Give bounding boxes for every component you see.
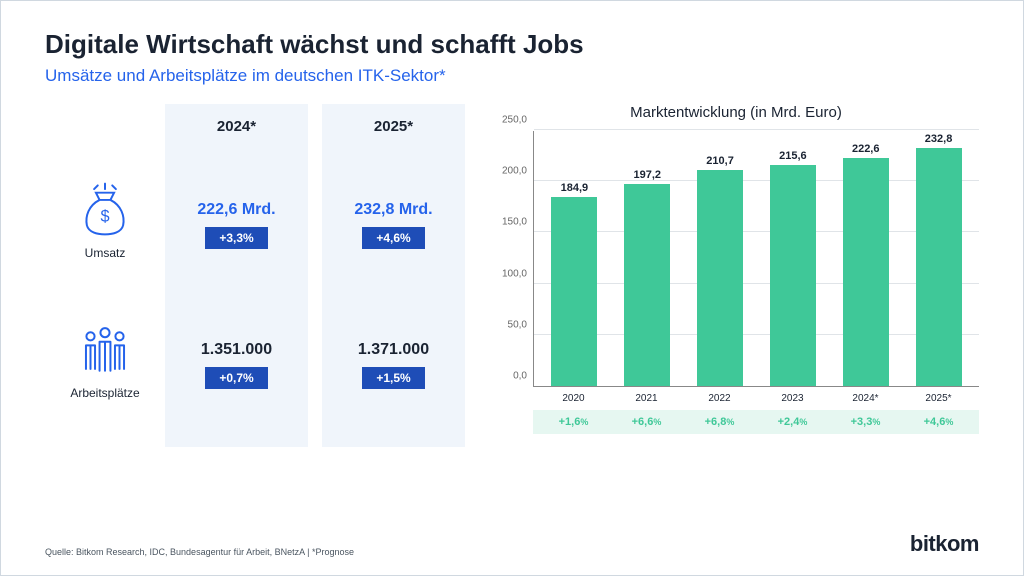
bar-group: 197,2 — [611, 169, 684, 386]
x-tick-label: 2024* — [829, 393, 902, 404]
growth-cell: +6,8% — [683, 416, 756, 428]
bar-value-label: 232,8 — [925, 133, 953, 145]
page-title: Digitale Wirtschaft wächst und schafft J… — [45, 29, 979, 60]
x-tick-label: 2025* — [902, 393, 975, 404]
growth-row: +1,6%+6,6%+6,8%+2,4%+3,3%+4,6% — [533, 410, 979, 434]
metric-value: 1.371.000 — [358, 341, 429, 359]
year-column: 2024* 222,6 Mrd. +3,3% 1.351.000 +0,7% — [165, 104, 308, 447]
year-header: 2025* — [374, 118, 413, 135]
jobs-label: Arbeitsplätze — [70, 386, 139, 400]
bar-value-label: 215,6 — [779, 150, 807, 162]
revenue-icon-block: $ Umsatz — [45, 150, 165, 290]
year-column: 2025* 232,8 Mrd. +4,6% 1.371.000 +1,5% — [322, 104, 465, 447]
bar-group: 222,6 — [829, 143, 902, 386]
year-header: 2024* — [217, 118, 256, 135]
chart-panel: Marktentwicklung (in Mrd. Euro) 0,0 50,0 1… — [485, 104, 979, 447]
bitkom-logo: bitkom — [910, 531, 979, 557]
bar-value-label: 197,2 — [633, 169, 661, 181]
bar-group: 232,8 — [902, 133, 975, 386]
bars-container: 184,9 197,2 210,7 215,6 222,6 232,8 — [534, 131, 979, 386]
x-axis-labels: 20202021202220232024*2025* — [533, 393, 979, 404]
footer: Quelle: Bitkom Research, IDC, Bundesagen… — [45, 531, 979, 557]
bar-group: 210,7 — [684, 155, 757, 386]
people-icon — [76, 320, 134, 378]
icon-column: $ Umsatz Arbeitsplätze — [45, 104, 165, 447]
x-tick-label: 2020 — [537, 393, 610, 404]
page-subtitle: Umsätze und Arbeitsplätze im deutschen I… — [45, 66, 979, 86]
bar-value-label: 184,9 — [561, 182, 589, 194]
metric-cell: 222,6 Mrd. +3,3% — [175, 155, 298, 295]
bar-value-label: 222,6 — [852, 143, 880, 155]
grid-line — [534, 129, 979, 130]
y-tick-label: 100,0 — [502, 268, 527, 279]
y-tick-label: 50,0 — [508, 319, 527, 330]
y-tick-label: 0,0 — [513, 371, 527, 382]
x-tick-label: 2023 — [756, 393, 829, 404]
metric-cell: 1.351.000 +0,7% — [175, 295, 298, 435]
metric-value: 222,6 Mrd. — [197, 201, 275, 219]
y-axis: 0,050,0100,0150,0200,0250,0 — [493, 131, 533, 387]
y-tick-label: 250,0 — [502, 115, 527, 126]
bar-value-label: 210,7 — [706, 155, 734, 167]
growth-cell: +4,6% — [902, 416, 975, 428]
revenue-label: Umsatz — [85, 246, 126, 260]
money-bag-icon: $ — [76, 180, 134, 238]
chart-plot-area: 184,9 197,2 210,7 215,6 222,6 232,8 — [533, 131, 979, 387]
metric-cell: 1.371.000 +1,5% — [332, 295, 455, 435]
bar-group: 215,6 — [756, 150, 829, 386]
growth-cell: +2,4% — [756, 416, 829, 428]
bar — [624, 184, 670, 386]
y-tick-label: 150,0 — [502, 217, 527, 228]
bar — [697, 170, 743, 386]
svg-text:$: $ — [100, 208, 109, 226]
metric-value: 232,8 Mrd. — [354, 201, 432, 219]
growth-badge: +1,5% — [362, 367, 424, 389]
growth-badge: +3,3% — [205, 227, 267, 249]
infographic-container: Digitale Wirtschaft wächst und schafft J… — [1, 1, 1023, 575]
bar — [551, 197, 597, 386]
bar-chart: 0,050,0100,0150,0200,0250,0 184,9197,221… — [493, 131, 979, 387]
growth-badge: +0,7% — [205, 367, 267, 389]
bar-group: 184,9 — [538, 182, 611, 386]
bar — [770, 165, 816, 386]
metric-cell: 232,8 Mrd. +4,6% — [332, 155, 455, 295]
x-tick-label: 2022 — [683, 393, 756, 404]
year-columns: 2024*222,6 Mrd.+3,3%1.351.000+0,7%2025*2… — [165, 104, 465, 447]
chart-title: Marktentwicklung (in Mrd. Euro) — [493, 104, 979, 121]
x-tick-label: 2021 — [610, 393, 683, 404]
source-note: Quelle: Bitkom Research, IDC, Bundesagen… — [45, 547, 354, 557]
metric-value: 1.351.000 — [201, 341, 272, 359]
growth-cell: +3,3% — [829, 416, 902, 428]
jobs-icon-block: Arbeitsplätze — [45, 290, 165, 430]
metrics-panel: $ Umsatz Arbeitsplätze — [45, 104, 465, 447]
y-tick-label: 200,0 — [502, 166, 527, 177]
bar — [916, 148, 962, 386]
content-row: $ Umsatz Arbeitsplätze — [45, 104, 979, 447]
growth-cell: +6,6% — [610, 416, 683, 428]
growth-cell: +1,6% — [537, 416, 610, 428]
bar — [843, 158, 889, 386]
growth-badge: +4,6% — [362, 227, 424, 249]
